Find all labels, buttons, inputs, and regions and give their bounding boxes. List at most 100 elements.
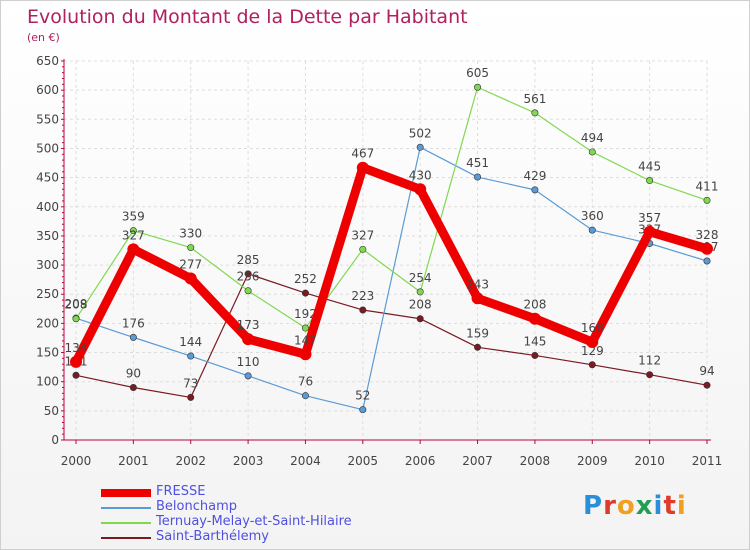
logo-letter: t [663,491,677,521]
data-point [703,257,711,265]
y-tick-label: 450 [36,171,59,185]
legend-label: Ternuay-Melay-et-Saint-Hilaire [156,514,352,529]
legend-swatch [101,506,151,509]
y-tick-label: 200 [36,316,59,330]
data-point [299,348,312,361]
data-point [244,372,252,380]
x-tick-label: 2008 [520,454,551,468]
series-line [75,273,708,399]
data-label: 285 [237,253,260,267]
data-point [187,393,195,401]
series-belonchamp: 2091761441107652502451429360337307 [65,126,718,414]
data-point [703,381,711,389]
data-point [416,143,424,151]
data-label: 357 [638,211,661,225]
data-label: 129 [581,344,604,358]
data-point [70,355,82,368]
data-label: 605 [466,66,489,80]
y-tick-label: 300 [36,258,59,272]
data-point [586,336,599,349]
data-point [359,306,367,314]
data-point [643,225,656,238]
data-point [531,109,539,117]
data-point [474,343,482,351]
y-tick-label: 650 [36,54,59,68]
series-line [71,163,712,367]
data-label: 330 [179,227,202,241]
data-point [129,227,137,235]
x-tick-label: 2003 [233,454,264,468]
data-point [414,183,427,196]
logo-letter: r [603,491,617,521]
data-point [646,177,654,185]
legend-label: FRESSE [156,484,206,499]
data-label: 94 [699,364,714,378]
y-tick-label: 550 [36,112,59,126]
data-label: 561 [523,92,546,106]
data-label: 256 [237,270,260,284]
data-label: 467 [351,147,374,161]
data-label: 134 [65,341,88,355]
data-label: 192 [294,307,317,321]
data-label: 429 [523,169,546,183]
data-label: 112 [638,354,661,368]
data-point [531,186,539,194]
y-tick-label: 600 [36,83,59,97]
x-tick-label: 2010 [634,454,665,468]
data-point [528,312,541,325]
data-point [184,272,197,285]
data-label: 451 [466,156,489,170]
data-point [301,324,309,332]
logo-letter: i [653,491,664,521]
data-point [531,351,539,359]
x-tick-label: 2009 [577,454,608,468]
data-label: 176 [122,316,145,330]
data-label: 502 [409,126,432,140]
legend-swatch [101,488,151,497]
data-label: 360 [581,209,604,223]
data-label: 73 [183,376,198,390]
data-label: 243 [466,277,489,291]
data-point [127,243,140,256]
data-point [359,245,367,253]
data-label: 90 [126,367,141,381]
data-label: 327 [122,228,145,242]
data-point [301,289,309,297]
data-label: 52 [355,389,370,403]
data-point [356,161,369,174]
x-tick-label: 2004 [290,454,321,468]
logo-letter: x [635,491,654,521]
data-label: 254 [409,271,432,285]
data-point [242,333,255,346]
series-saint-barth-lemy: 111907328525222320815914512911294 [65,253,715,401]
data-label: 430 [409,168,432,182]
data-label: 252 [294,272,317,286]
legend-swatch [101,536,151,539]
x-tick-label: 2001 [118,454,149,468]
data-point [474,83,482,91]
data-label: 411 [696,179,719,193]
y-tick-label: 350 [36,229,59,243]
data-label: 208 [523,298,546,312]
data-point [703,196,711,204]
legend-label: Belonchamp [156,499,237,514]
data-label: 494 [581,131,604,145]
data-point [244,270,252,278]
data-point [187,352,195,360]
x-tick-label: 2006 [405,454,436,468]
data-point [646,371,654,379]
logo-letter: P [583,491,604,521]
x-tick-label: 2002 [175,454,206,468]
proxiti-logo: Proxiti [583,491,687,521]
data-point [588,148,596,156]
data-point [588,361,596,369]
data-label: 168 [581,321,604,335]
x-tick-label: 2005 [348,454,379,468]
data-point [72,315,80,323]
y-tick-label: 150 [36,346,59,360]
legend-swatch [101,521,151,524]
series-ternuay-melay-et-saint-hilaire: 208 359 330 256 192 327 254 605 561 494 445 411 [65,66,719,332]
data-label: 76 [298,375,313,389]
chart-title: Evolution du Montant de la Dette par Hab… [27,6,468,28]
